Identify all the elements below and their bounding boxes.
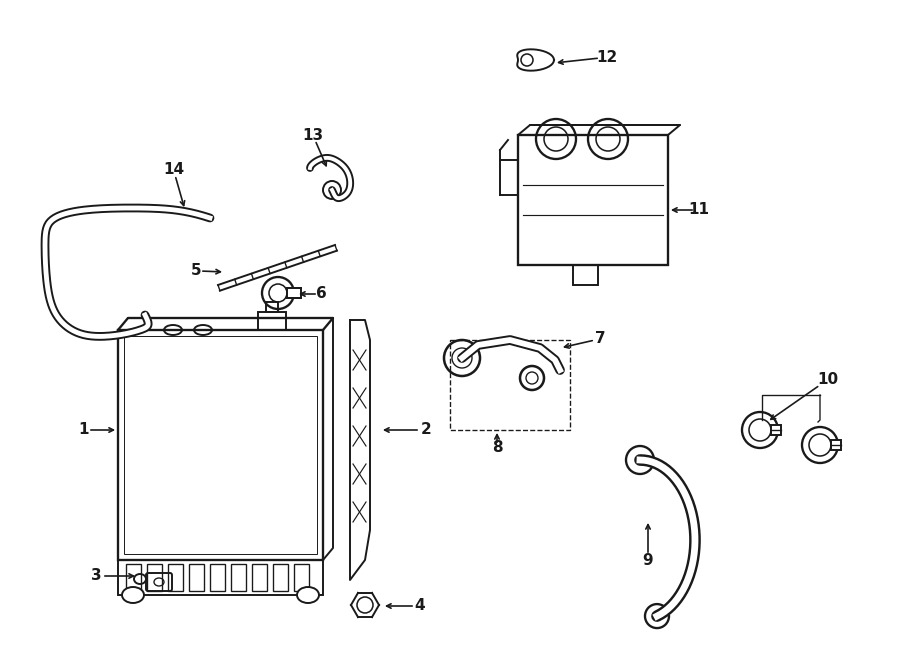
Bar xyxy=(831,440,841,450)
Bar xyxy=(258,312,286,330)
Bar xyxy=(118,330,323,560)
Bar xyxy=(450,340,570,430)
Ellipse shape xyxy=(297,587,319,603)
Bar xyxy=(210,564,225,591)
Bar xyxy=(118,560,323,595)
Text: 5: 5 xyxy=(191,263,202,278)
Text: 10: 10 xyxy=(817,372,839,387)
Bar xyxy=(124,336,317,554)
Text: 12: 12 xyxy=(597,50,617,65)
Bar xyxy=(573,265,598,285)
Bar xyxy=(231,564,246,591)
Text: 11: 11 xyxy=(688,202,709,217)
Bar xyxy=(266,302,278,312)
Text: 7: 7 xyxy=(595,331,606,346)
Text: 8: 8 xyxy=(491,440,502,455)
Bar xyxy=(287,288,301,298)
Bar xyxy=(518,135,668,265)
Bar xyxy=(771,425,781,435)
Bar xyxy=(168,564,183,591)
Ellipse shape xyxy=(122,587,144,603)
Text: 9: 9 xyxy=(643,553,653,568)
Text: 6: 6 xyxy=(316,286,327,301)
Bar xyxy=(273,564,288,591)
Text: 4: 4 xyxy=(415,598,426,613)
Text: 2: 2 xyxy=(420,422,431,438)
Text: 13: 13 xyxy=(302,128,324,143)
Text: 3: 3 xyxy=(91,568,102,584)
Bar xyxy=(126,564,141,591)
Bar xyxy=(294,564,309,591)
Text: 14: 14 xyxy=(163,162,184,177)
Bar xyxy=(252,564,267,591)
Text: 1: 1 xyxy=(78,422,89,438)
Bar xyxy=(147,564,162,591)
Bar xyxy=(189,564,204,591)
